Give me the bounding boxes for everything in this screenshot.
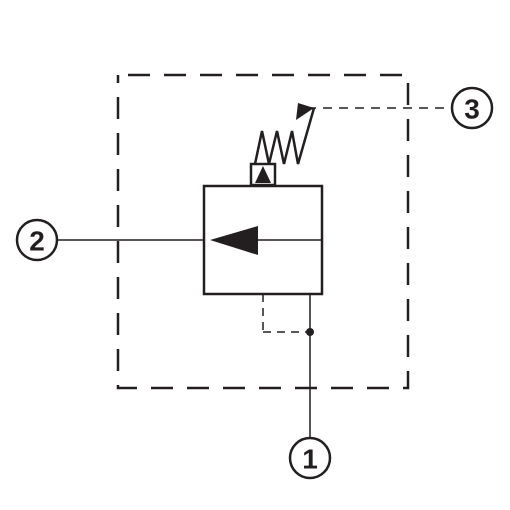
actuator-triangle-icon <box>255 166 271 183</box>
hydraulic-diagram: 1 2 3 <box>0 0 510 510</box>
svg-text:3: 3 <box>464 94 480 125</box>
callout-1: 1 <box>290 438 330 478</box>
svg-text:1: 1 <box>302 444 318 475</box>
flow-arrow-icon <box>210 226 258 255</box>
junction-node <box>306 328 314 336</box>
callout-2: 2 <box>17 220 57 260</box>
spring-adjustable <box>255 108 314 164</box>
callout-3: 3 <box>452 88 492 128</box>
housing-envelope <box>118 75 408 388</box>
svg-text:2: 2 <box>29 226 45 257</box>
